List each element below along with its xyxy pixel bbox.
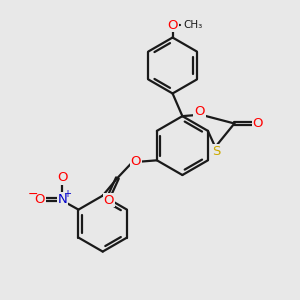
Text: −: − bbox=[28, 188, 38, 201]
Text: O: O bbox=[253, 117, 263, 130]
Text: N: N bbox=[57, 193, 67, 206]
Text: O: O bbox=[34, 193, 45, 206]
Text: O: O bbox=[194, 105, 205, 118]
Text: O: O bbox=[167, 19, 178, 32]
Text: O: O bbox=[103, 194, 114, 207]
Text: CH₃: CH₃ bbox=[184, 20, 203, 30]
Text: O: O bbox=[57, 171, 68, 184]
Text: +: + bbox=[63, 189, 71, 199]
Text: S: S bbox=[212, 145, 220, 158]
Text: O: O bbox=[130, 155, 141, 168]
